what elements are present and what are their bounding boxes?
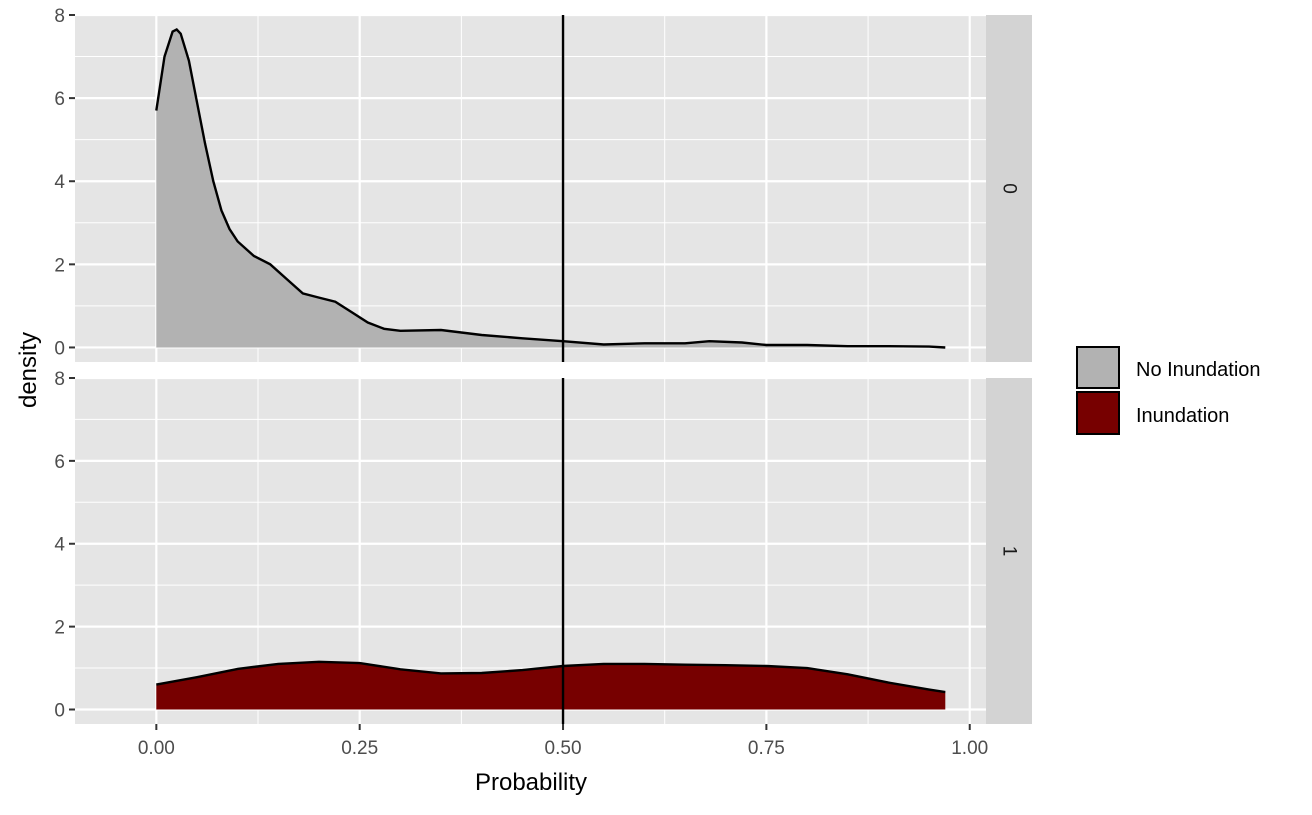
y-tick-label: 0 bbox=[54, 338, 65, 359]
y-tick-label: 2 bbox=[54, 255, 65, 276]
y-tick-label: 0 bbox=[54, 700, 65, 721]
legend-label-inundation: Inundation bbox=[1136, 405, 1229, 427]
y-tick-label: 4 bbox=[54, 535, 65, 556]
y-tick-label: 6 bbox=[54, 452, 65, 473]
x-tick-label: 0.25 bbox=[341, 738, 378, 759]
facet-panel-0: 0 2 4 6 8 0 bbox=[54, 6, 1032, 362]
y-tick-label: 4 bbox=[54, 172, 65, 193]
y-tick-label: 2 bbox=[54, 618, 65, 639]
facet-strip bbox=[986, 15, 1032, 362]
x-axis-title: Probability bbox=[475, 769, 587, 796]
legend: No Inundation Inundation bbox=[1076, 346, 1261, 435]
legend-key-inundation bbox=[1076, 391, 1120, 435]
density-area bbox=[156, 29, 946, 348]
panels-layer: 0 2 4 6 8 0 0 2 4 6 8 1 bbox=[54, 6, 1032, 724]
y-tick-label: 8 bbox=[54, 369, 65, 390]
y-tick-label: 8 bbox=[54, 6, 65, 27]
density-area bbox=[156, 661, 946, 710]
x-tick-label: 0.50 bbox=[545, 738, 582, 759]
facet-strip-label: 1 bbox=[999, 546, 1020, 557]
y-axis-title: density bbox=[15, 332, 42, 408]
x-tick-label: 1.00 bbox=[951, 738, 988, 759]
legend-label-no-inundation: No Inundation bbox=[1136, 359, 1261, 381]
x-axis: 0.00 0.25 0.50 0.75 1.00 bbox=[138, 724, 988, 759]
facet-strip-label: 0 bbox=[999, 183, 1020, 194]
density-curve bbox=[155, 28, 946, 349]
legend-key-no-inundation bbox=[1076, 346, 1120, 389]
panel-background bbox=[75, 378, 986, 724]
y-tick-label: 6 bbox=[54, 89, 65, 110]
facet-panel-1: 0 2 4 6 8 1 bbox=[54, 369, 1032, 724]
facet-strip bbox=[986, 378, 1032, 724]
x-tick-label: 0.75 bbox=[748, 738, 785, 759]
x-tick-label: 0.00 bbox=[138, 738, 175, 759]
